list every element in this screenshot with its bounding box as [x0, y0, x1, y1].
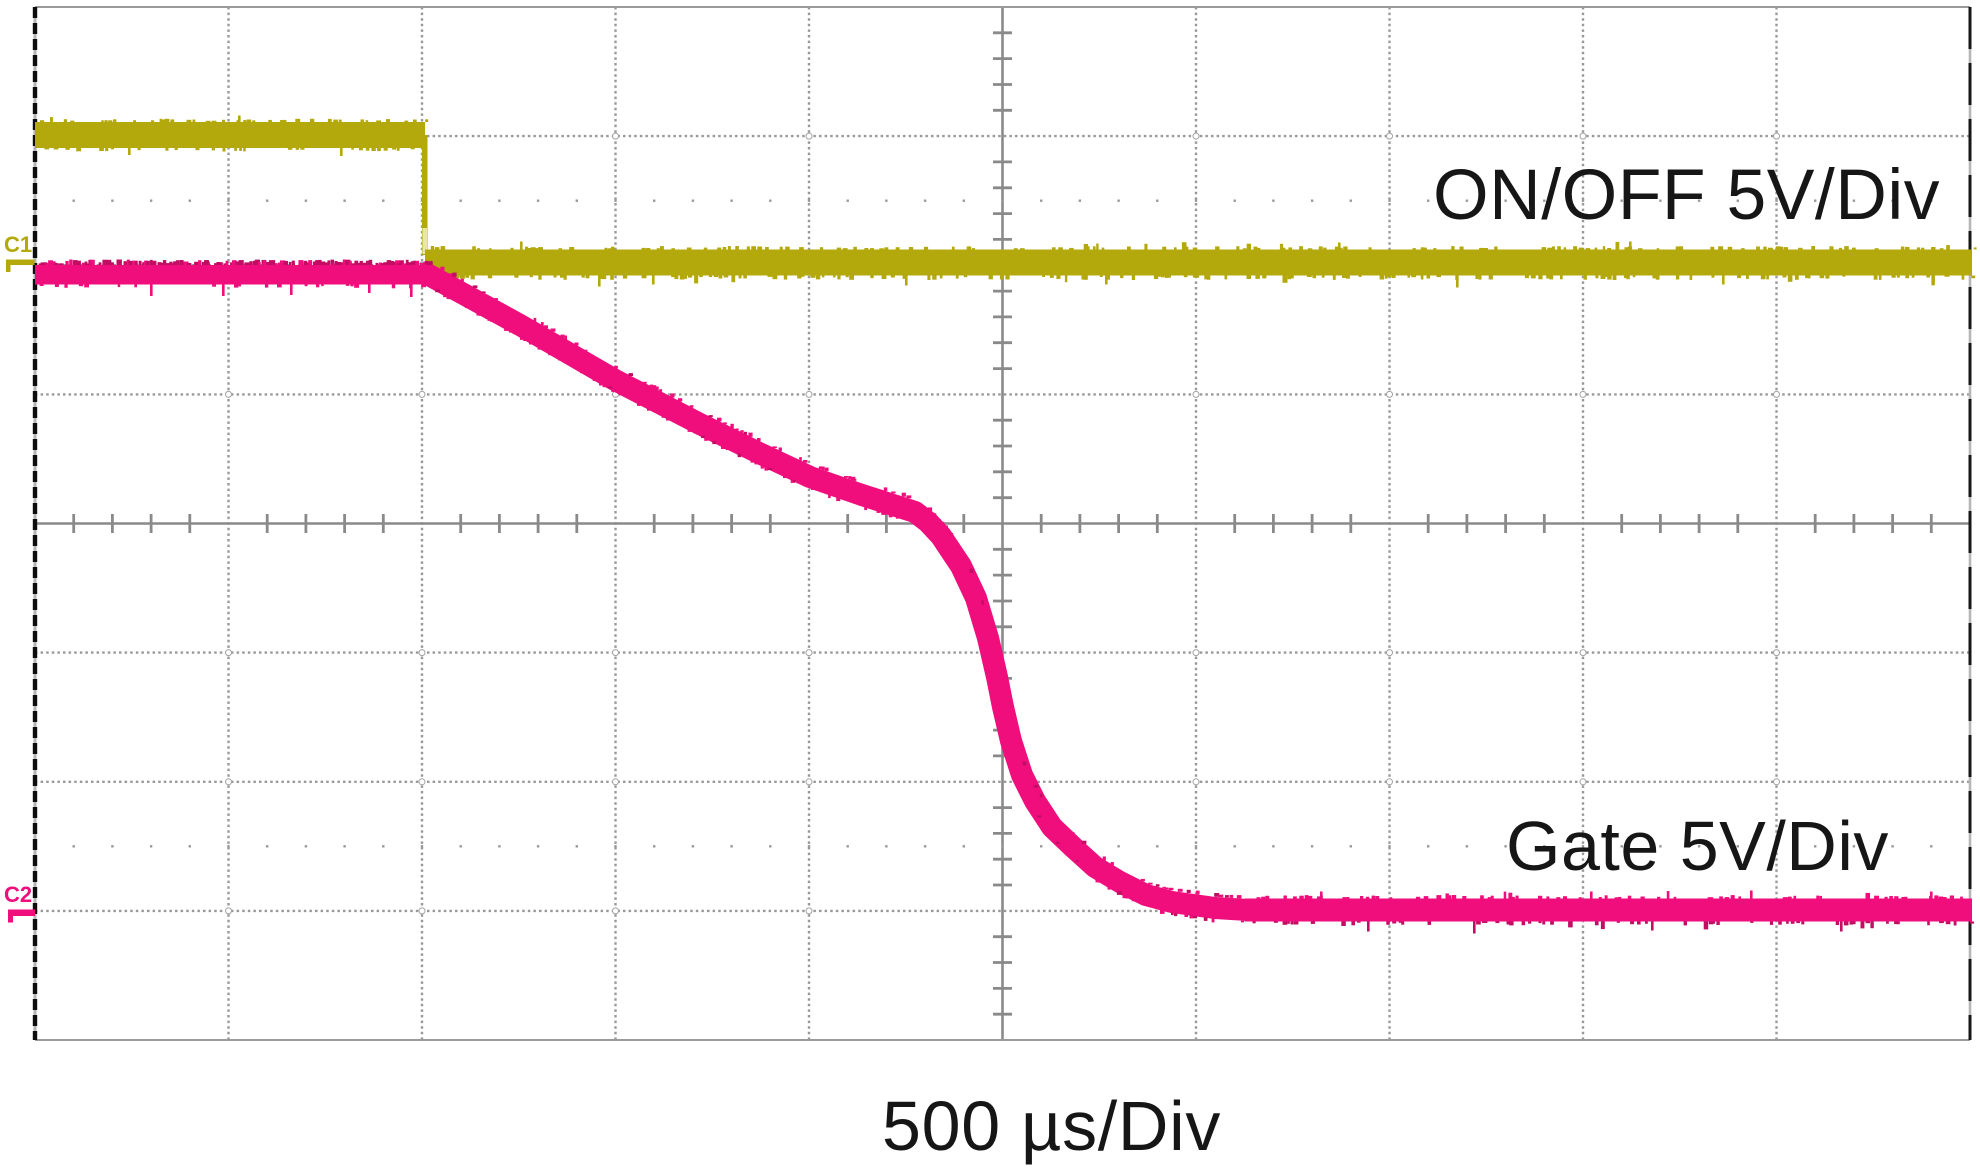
svg-text:C2: C2: [4, 882, 32, 907]
svg-text:C1: C1: [4, 232, 32, 257]
svg-text:500 µs/Div: 500 µs/Div: [882, 1087, 1221, 1165]
svg-text:Gate 5V/Div: Gate 5V/Div: [1506, 807, 1889, 885]
svg-text:ON/OFF 5V/Div: ON/OFF 5V/Div: [1433, 155, 1940, 235]
